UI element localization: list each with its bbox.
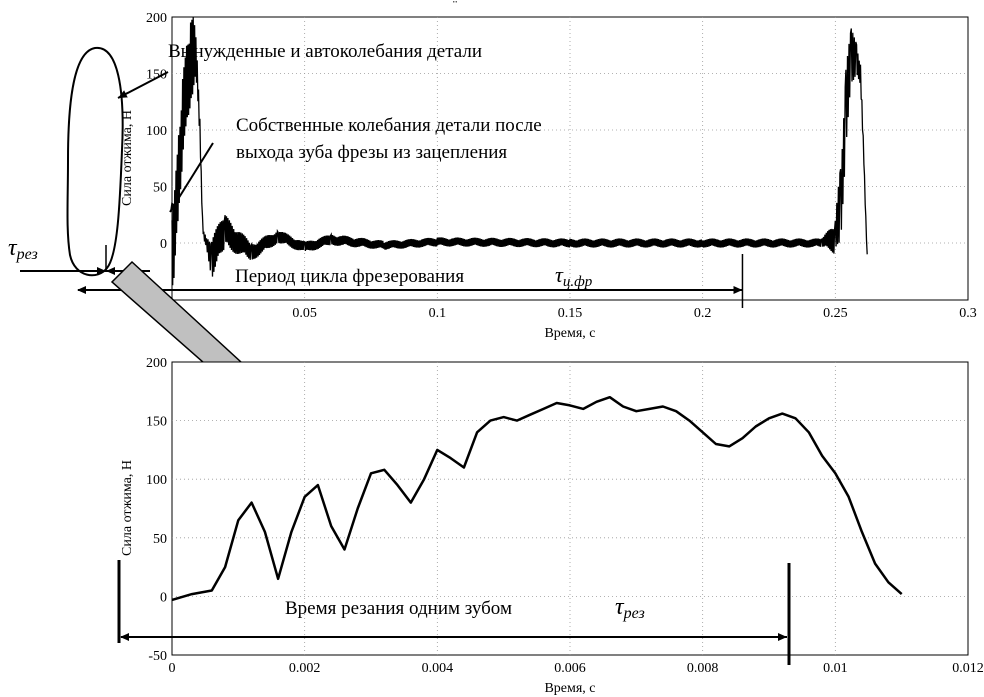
y-tick-label: 150 <box>146 415 167 430</box>
bottom-grid <box>172 362 968 655</box>
top-mark: ̈ <box>453 0 457 3</box>
x-tick-label: 0.006 <box>554 661 586 676</box>
cycle-period-dimension: Период цикла фрезерования τц.фр <box>77 254 744 308</box>
forced-oscillation-label: Вынужденные и автоколебания детали <box>168 41 482 62</box>
tau-cut-symbol-bottom: τрез <box>615 594 645 622</box>
y-tick-label: -50 <box>148 649 167 664</box>
cut-time-dimension: Время резания одним зубом τрез <box>117 560 791 665</box>
y-tick-label: 0 <box>160 590 167 605</box>
x-tick-label: 0.15 <box>558 306 583 321</box>
bottom-y-axis-label: Сила отжима, Н <box>120 460 135 556</box>
top-tick-labels: 0.05 0.1 0.15 0.2 0.25 0.3 0 50 100 150 200 <box>146 11 977 321</box>
top-x-axis-label: Время, с <box>544 326 595 341</box>
y-tick-label: 50 <box>153 181 167 196</box>
y-tick-label: 150 <box>146 68 167 83</box>
natural-oscillation-label-line2: выхода зуба фрезы из зацепления <box>236 142 507 163</box>
y-tick-label: 0 <box>160 237 167 252</box>
bottom-series <box>171 395 903 602</box>
y-tick-label: 200 <box>146 356 167 371</box>
natural-oscillation-label-line1: Собственные колебания детали после <box>236 115 542 136</box>
x-tick-label: 0.004 <box>422 661 454 676</box>
series-line <box>171 395 903 602</box>
bottom-x-axis-label: Время, с <box>544 681 595 696</box>
tau-cut-symbol-top: τрез <box>8 235 38 263</box>
x-tick-label: 0.012 <box>952 661 984 676</box>
top-y-axis-label: Сила отжима, Н <box>120 110 135 206</box>
top-chart: 0.05 0.1 0.15 0.2 0.25 0.3 0 50 100 150 200 Время,… <box>120 0 977 341</box>
x-tick-label: 0.25 <box>823 306 848 321</box>
y-tick-label: 100 <box>146 124 167 139</box>
bottom-tick-labels: 0 0.002 0.004 0.006 0.008 0.01 0.012-500501001… <box>146 356 984 676</box>
top-plot-area <box>171 16 969 301</box>
forced-oscillation-pointer <box>117 71 169 99</box>
x-tick-label: 0.008 <box>687 661 719 676</box>
x-tick-label: 0.05 <box>292 306 317 321</box>
x-tick-label: 0.002 <box>289 661 321 676</box>
natural-oscillation-pointer <box>169 142 214 213</box>
top-series <box>171 17 868 286</box>
x-tick-label: 0.1 <box>429 306 447 321</box>
series-line <box>171 17 868 286</box>
x-tick-label: 0.2 <box>694 306 712 321</box>
y-tick-label: 200 <box>146 11 167 26</box>
x-tick-label: 0 <box>169 661 176 676</box>
tau-cycle-symbol: τц.фр <box>555 262 593 290</box>
y-tick-label: 100 <box>146 473 167 488</box>
cycle-period-label: Период цикла фрезерования <box>235 266 464 287</box>
bottom-chart: 0 0.002 0.004 0.006 0.008 0.01 0.012-500501001… <box>120 356 984 696</box>
workpiece-outline <box>66 46 124 277</box>
x-tick-label: 0.3 <box>959 306 977 321</box>
cut-time-label: Время резания одним зубом <box>285 598 512 619</box>
y-tick-label: 50 <box>153 532 167 547</box>
x-tick-label: 0.01 <box>823 661 848 676</box>
